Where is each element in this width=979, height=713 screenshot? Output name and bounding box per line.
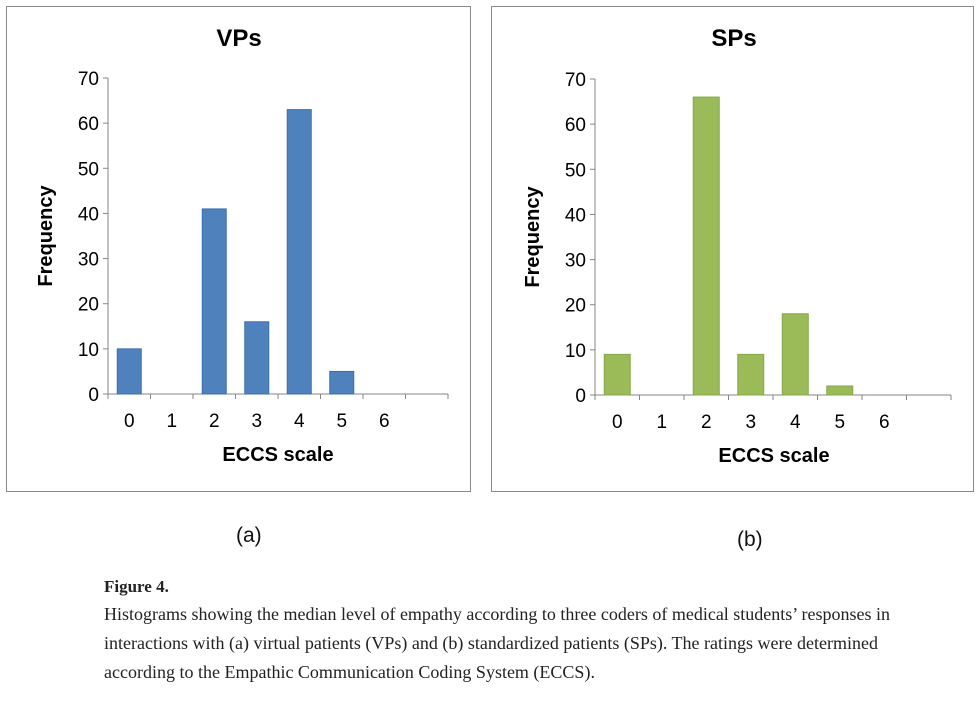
- sps-y-tick-label: 20: [565, 296, 586, 317]
- vps-bar-2: [201, 208, 227, 395]
- sps-x-tick-label: 3: [745, 412, 756, 433]
- vps-x-tick-label: 6: [379, 411, 390, 432]
- vps-y-tick-label: 50: [78, 159, 99, 180]
- vps-y-tick-label: 20: [78, 295, 99, 316]
- sps-y-tick-label: 40: [565, 205, 586, 226]
- vps-x-tick-label: 2: [209, 411, 220, 432]
- sps-x-tick-label: 1: [656, 412, 667, 433]
- sps-bar-5: [826, 385, 854, 396]
- vps-x-tick-label: 3: [251, 411, 262, 432]
- chart-panel-sps: SPs 0 10 20 30 40 50 60 70 Frequency 0 1 2 3 4 5 6 ECCS s…: [491, 6, 974, 492]
- vps-x-tick-label: 0: [124, 411, 135, 432]
- sps-y-tick-label: 50: [565, 160, 586, 181]
- sps-x-tick-label: 0: [612, 412, 623, 433]
- vps-y-tick-label: 60: [78, 114, 99, 135]
- vps-y-tick-label: 10: [78, 340, 99, 361]
- sps-x-tick-label: 6: [879, 412, 890, 433]
- vps-x-tick-label: 4: [294, 411, 305, 432]
- sps-bar-3: [737, 353, 765, 396]
- vps-chart-border: [6, 6, 471, 492]
- sps-x-tick-label: 2: [701, 412, 712, 433]
- sps-y-tick-label: 60: [565, 115, 586, 136]
- chart-panel-vps: VPs 0 10 20 30 40 50 60 70 Frequency 0 1 2 3 4 5 6 ECCS s…: [6, 6, 471, 492]
- vps-bar-0: [116, 348, 142, 395]
- caption-figure-number: Figure 4.: [104, 577, 169, 596]
- sps-y-tick-label: 0: [575, 386, 586, 407]
- vps-y-axis-label: Frequency: [35, 185, 57, 287]
- sps-bar-4: [781, 313, 809, 396]
- vps-x-axis-label: ECCS scale: [222, 444, 333, 466]
- sps-y-axis-label: Frequency: [522, 186, 544, 288]
- vps-bar-5: [329, 370, 355, 395]
- sps-chart-title: SPs: [711, 25, 756, 52]
- sps-bar-2: [692, 96, 720, 396]
- vps-y-tick-label: 30: [78, 250, 99, 271]
- sps-y-tick-label: 30: [565, 251, 586, 272]
- sps-x-axis-label: ECCS scale: [718, 445, 829, 467]
- chart-sps: SPs 0 10 20 30 40 50 60 70 Frequency 0 1 2 3 4 5 6 ECCS s…: [491, 6, 974, 492]
- vps-y-tick-label: 40: [78, 204, 99, 225]
- sps-bar-0: [603, 353, 631, 396]
- figure-caption: Figure 4. Histograms showing the median …: [104, 574, 924, 687]
- sps-y-tick-label: 10: [565, 341, 586, 362]
- vps-x-tick-label: 5: [336, 411, 347, 432]
- panel-label-a: (a): [236, 524, 262, 547]
- sps-y-tick-label: 70: [565, 70, 586, 91]
- sps-chart-border: [491, 6, 974, 492]
- vps-y-tick-label: 0: [88, 385, 99, 406]
- vps-bar-3: [244, 321, 270, 395]
- vps-chart-title: VPs: [216, 25, 261, 52]
- sps-x-tick-label: 5: [834, 412, 845, 433]
- sps-x-tick-label: 4: [790, 412, 801, 433]
- vps-y-tick-label: 70: [78, 69, 99, 90]
- chart-vps: VPs 0 10 20 30 40 50 60 70 Frequency 0 1 2 3 4 5 6 ECCS s…: [6, 6, 471, 492]
- panel-label-b: (b): [737, 528, 763, 551]
- vps-bar-4: [286, 109, 312, 395]
- caption-text: Histograms showing the median level of e…: [104, 604, 890, 682]
- vps-x-tick-label: 1: [166, 411, 177, 432]
